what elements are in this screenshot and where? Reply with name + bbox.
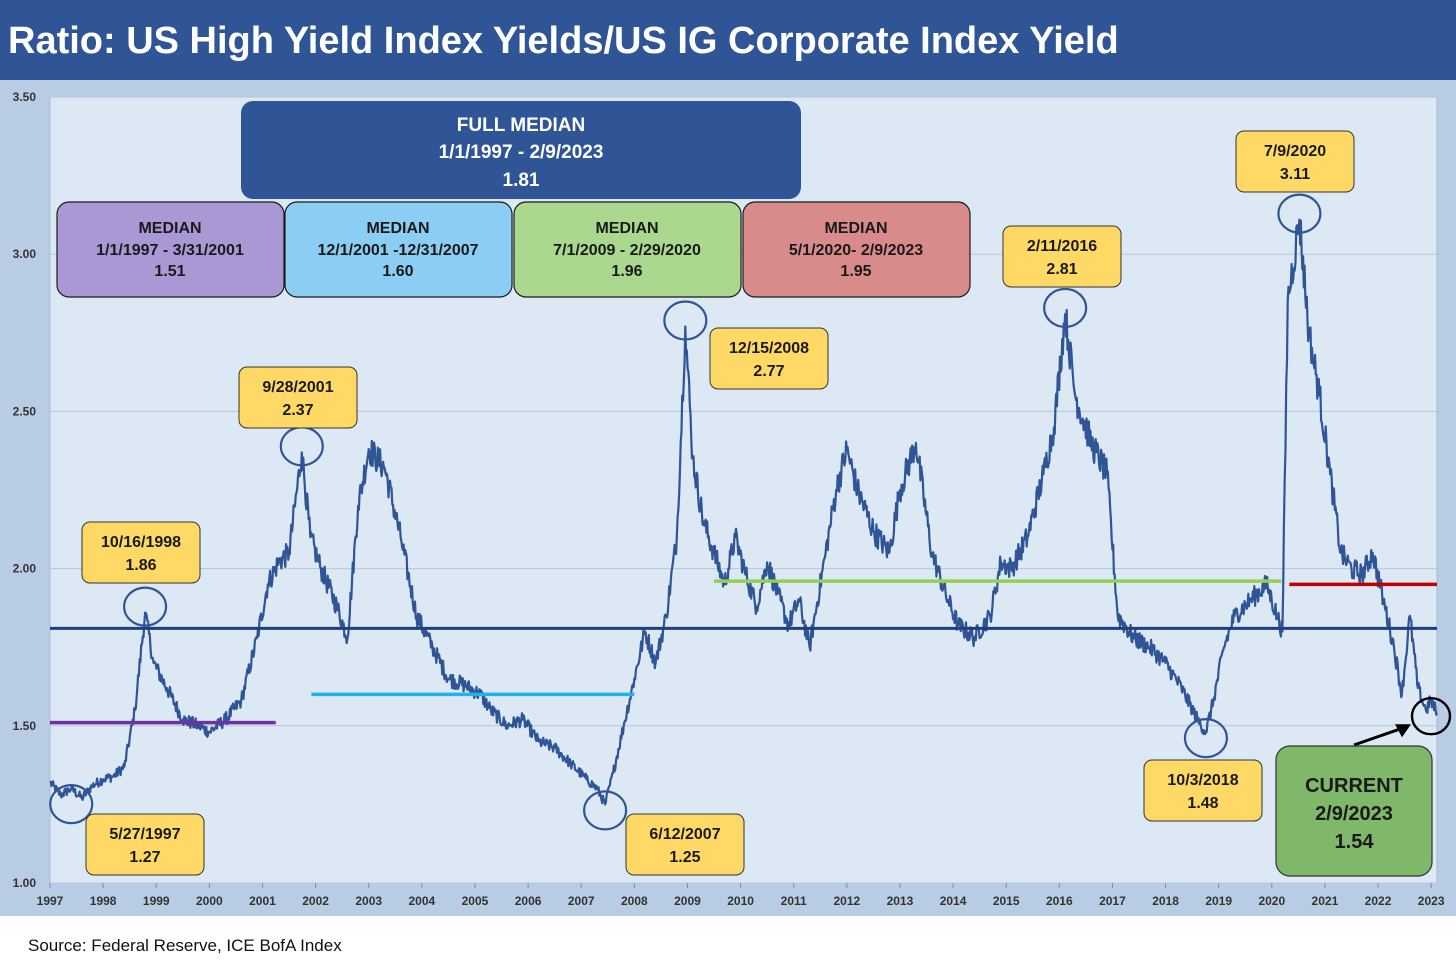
x-tick-label: 2017 [1099, 894, 1126, 908]
period-median-range: 5/1/2020- 2/9/2023 [789, 242, 923, 259]
x-tick-label: 1999 [143, 894, 170, 908]
annotation-box [709, 327, 829, 390]
x-tick-label: 2018 [1152, 894, 1179, 908]
period-median-value: 1.95 [840, 263, 871, 280]
annotation-date: 9/28/2001 [262, 379, 333, 396]
current-label: CURRENT [1305, 775, 1403, 797]
annotation-date: 10/16/1998 [101, 534, 181, 551]
annotation-box [81, 521, 201, 584]
period-median-title: MEDIAN [595, 220, 658, 237]
x-tick-label: 2014 [940, 894, 967, 908]
y-tick-label: 3.50 [13, 90, 37, 104]
x-tick-label: 2005 [462, 894, 489, 908]
annotation-value: 1.27 [129, 849, 160, 866]
source-note: Source: Federal Reserve, ICE BofA Index [28, 936, 342, 955]
period-median-value: 1.51 [154, 263, 185, 280]
current-arrow-line [1353, 725, 1406, 747]
annotation-box [85, 813, 205, 876]
annotation-value: 1.25 [669, 849, 700, 866]
x-tick-label: 2008 [621, 894, 648, 908]
x-tick-label: 2022 [1365, 894, 1392, 908]
current-value: 1.54 [1335, 831, 1375, 853]
current-circle [1410, 697, 1452, 736]
y-tick-label: 2.50 [13, 404, 37, 418]
current-arrow-head [1395, 724, 1411, 738]
x-tick-label: 2004 [408, 894, 435, 908]
extreme-circle [1183, 717, 1229, 759]
x-tick-label: 2007 [568, 894, 595, 908]
period-median-range: 7/1/2009 - 2/29/2020 [553, 242, 701, 259]
period-median-range: 12/1/2001 -12/31/2007 [317, 242, 478, 259]
x-tick-label: 2019 [1205, 894, 1232, 908]
annotation-box [625, 813, 745, 876]
x-tick-label: 2003 [355, 894, 382, 908]
current-date: 2/9/2023 [1315, 803, 1393, 825]
annotation-date: 6/12/2007 [649, 826, 720, 843]
extreme-circle [663, 300, 708, 341]
full-median-range: 1/1/1997 - 2/9/2023 [439, 142, 604, 163]
annotation-date: 2/11/2016 [1027, 238, 1097, 255]
annotation-value: 2.77 [753, 363, 784, 380]
annotation-box [1143, 759, 1263, 822]
y-tick-label: 1.00 [13, 876, 37, 890]
annotation-value: 3.11 [1280, 166, 1310, 183]
annotation-date: 7/9/2020 [1264, 143, 1326, 160]
x-tick-label: 2015 [993, 894, 1020, 908]
period-median-box [513, 201, 742, 298]
period-median-range: 1/1/1997 - 3/31/2001 [96, 242, 244, 259]
x-tick-label: 1998 [90, 894, 117, 908]
extreme-circle [49, 784, 94, 825]
full-median-box [241, 101, 801, 199]
period-median-box [742, 201, 971, 298]
chart-panel: 1.00 1.50 2.00 2.50 3.00 3.50 1997 1998 1999 2000… [0, 80, 1456, 916]
x-tick-label: 2013 [887, 894, 914, 908]
full-median-value: 1.81 [503, 170, 540, 191]
current-box [1275, 745, 1433, 877]
period-median-box [56, 201, 285, 298]
ratio-line-chart: 1.00 1.50 2.00 2.50 3.00 3.50 1997 1998 1999 2000… [13, 90, 1452, 908]
extreme-circle [1277, 193, 1322, 234]
ratio-series-line [49, 218, 1438, 806]
x-tick-label: 2012 [833, 894, 860, 908]
annotation-box [1235, 130, 1355, 193]
period-median-value: 1.96 [611, 263, 642, 280]
annotation-value: 1.48 [1187, 795, 1218, 812]
full-median-title: FULL MEDIAN [457, 115, 585, 136]
y-tick-label: 1.50 [13, 719, 37, 733]
extreme-circle [583, 790, 628, 831]
annotation-date: 10/3/2018 [1167, 772, 1238, 789]
period-median-title: MEDIAN [138, 220, 201, 237]
y-tick-label: 2.00 [13, 562, 37, 576]
annotation-date: 5/27/1997 [109, 826, 180, 843]
x-tick-label: 2010 [727, 894, 754, 908]
x-tick-label: 2023 [1418, 894, 1445, 908]
annotation-box [1002, 225, 1122, 288]
x-tick-label: 2001 [249, 894, 276, 908]
extreme-circle [1043, 287, 1088, 329]
x-tick-label: 2020 [1258, 894, 1285, 908]
annotation-value: 1.86 [125, 557, 156, 574]
x-tick-label: 2016 [1046, 894, 1073, 908]
chart-title: Ratio: US High Yield Index Yields/US IG … [0, 0, 1456, 80]
annotation-box [238, 366, 358, 429]
x-tick-label: 2000 [196, 894, 223, 908]
x-tick-label: 2011 [781, 894, 807, 908]
period-median-value: 1.60 [382, 263, 413, 280]
x-tick-label: 2006 [515, 894, 542, 908]
x-tick-label: 1997 [37, 894, 64, 908]
x-tick-label: 2021 [1312, 894, 1339, 908]
period-median-box [284, 201, 513, 298]
period-median-title: MEDIAN [366, 220, 429, 237]
annotation-value: 2.37 [282, 402, 313, 419]
x-tick-label: 2009 [674, 894, 701, 908]
y-tick-label: 3.00 [13, 247, 37, 261]
x-tick-label: 2002 [302, 894, 329, 908]
annotation-date: 12/15/2008 [729, 340, 809, 357]
extreme-circle [122, 586, 168, 627]
annotation-value: 2.81 [1046, 261, 1077, 278]
period-median-title: MEDIAN [824, 220, 887, 237]
